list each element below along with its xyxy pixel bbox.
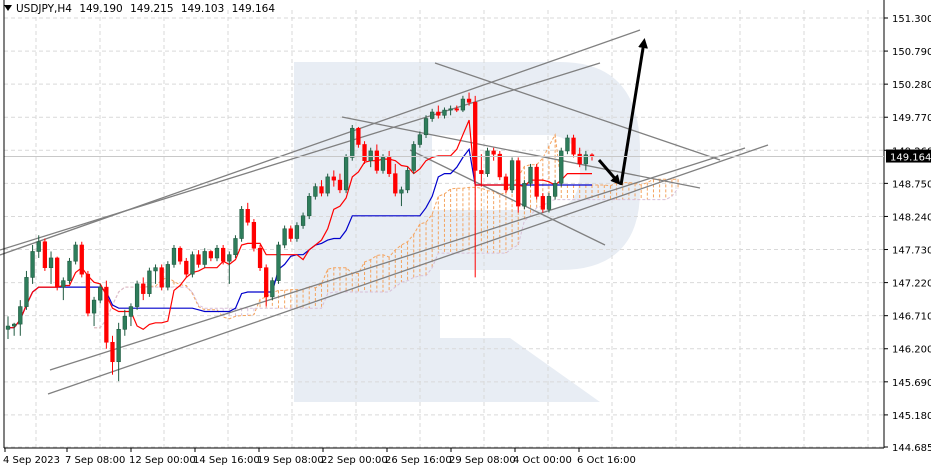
price-tick-label: 150.280: [892, 80, 931, 91]
time-tick-label: 4 Oct 00:00: [513, 455, 572, 466]
trend-line[interactable]: [47, 144, 769, 395]
close-value: 149.164: [231, 3, 276, 15]
price-tick-label: 146.200: [892, 345, 931, 356]
price-tick-label: 147.730: [892, 246, 931, 257]
current-price-tag: [886, 149, 931, 163]
current-price-label: 149.164: [890, 153, 931, 164]
low-value: 149.103: [180, 3, 225, 15]
time-tick-label: 19 Sep 08:00: [257, 455, 324, 466]
arrow-down[interactable]: [597, 159, 621, 186]
trend-line[interactable]: [0, 29, 641, 256]
price-tick-label: 151.300: [892, 14, 931, 25]
price-axis[interactable]: 151.300150.790150.280149.770149.260148.7…: [4, 0, 931, 454]
price-tick-label: 147.220: [892, 279, 931, 290]
trend-line[interactable]: [409, 149, 606, 246]
price-tick-label: 145.180: [892, 411, 931, 422]
watermark-logo: [294, 62, 640, 402]
time-tick-label: 26 Sep 16:00: [385, 455, 452, 466]
price-tick-label: 148.240: [892, 212, 931, 223]
time-tick-label: 6 Oct 16:00: [577, 455, 636, 466]
open-value: 149.190: [79, 3, 123, 15]
symbol-label: USDJPY,H4: [16, 3, 72, 15]
price-tick-label: 150.790: [892, 47, 931, 58]
time-tick-label: 14 Sep 16:00: [193, 455, 260, 466]
price-tick-label: 144.685: [892, 443, 931, 454]
price-tick-label: 148.750: [892, 179, 931, 190]
trend-line[interactable]: [49, 147, 746, 371]
price-tick-label: 145.690: [892, 378, 931, 389]
time-tick-label: 12 Sep 00:00: [129, 455, 196, 466]
time-tick-label: 7 Sep 08:00: [65, 455, 125, 466]
time-tick-label: 29 Sep 08:00: [449, 455, 516, 466]
chart-title-bar: USDJPY,H4 149.190 149.215 149.103 149.16…: [4, 3, 279, 15]
arrow-up[interactable]: [619, 38, 648, 186]
candlesticks: [5, 92, 595, 382]
trend-line[interactable]: [434, 62, 721, 161]
forecast-arrows[interactable]: [597, 38, 648, 186]
trend-line[interactable]: [341, 116, 701, 189]
time-tick-label: 4 Sep 2023: [3, 455, 60, 466]
high-value: 149.215: [130, 3, 174, 15]
time-tick-label: 22 Sep 00:00: [321, 455, 388, 466]
price-tick-label: 149.770: [892, 113, 931, 124]
collapse-triangle-icon[interactable]: [4, 5, 12, 11]
price-tick-label: 146.710: [892, 312, 931, 323]
